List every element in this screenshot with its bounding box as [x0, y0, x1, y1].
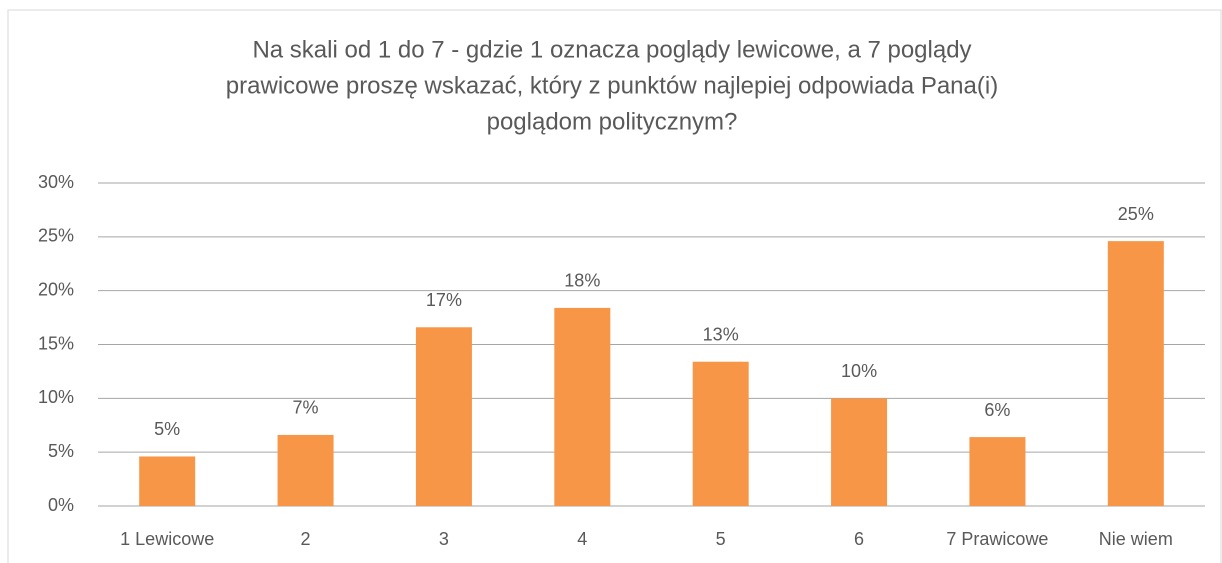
- y-tick-label: 30%: [38, 172, 74, 192]
- data-label: 18%: [564, 271, 600, 291]
- x-tick-label: 4: [577, 529, 587, 549]
- y-tick-label: 20%: [38, 279, 74, 299]
- bar: [139, 456, 196, 506]
- chart-title: Na skali od 1 do 7 - gdzie 1 oznacza pog…: [252, 36, 971, 63]
- data-label: 7%: [293, 398, 319, 418]
- y-tick-label: 25%: [38, 226, 74, 246]
- chart-title: poglądom politycznym?: [487, 108, 738, 135]
- y-tick-label: 10%: [38, 387, 74, 407]
- bar: [692, 361, 749, 506]
- data-label: 6%: [984, 400, 1010, 420]
- bar: [831, 398, 888, 506]
- bar: [415, 327, 472, 506]
- data-label: 5%: [154, 419, 180, 439]
- data-label: 13%: [703, 324, 739, 344]
- data-label: 17%: [426, 290, 462, 310]
- x-tick-label: 6: [854, 529, 864, 549]
- y-tick-label: 0%: [48, 495, 74, 515]
- data-label: 10%: [841, 361, 877, 381]
- chart-frame: [7, 9, 1222, 563]
- y-tick-label: 15%: [38, 333, 74, 353]
- x-tick-label: 1 Lewicowe: [120, 529, 214, 549]
- x-tick-label: Nie wiem: [1099, 529, 1173, 549]
- x-tick-label: 7 Prawicowe: [946, 529, 1048, 549]
- bar: [554, 307, 611, 506]
- bar: [969, 437, 1026, 506]
- x-tick-label: 3: [439, 529, 449, 549]
- x-tick-label: 2: [301, 529, 311, 549]
- chart-title: prawicowe proszę wskazać, który z punktó…: [226, 72, 998, 99]
- bar: [277, 434, 334, 506]
- data-label: 25%: [1118, 204, 1154, 224]
- bar: [1107, 241, 1164, 506]
- y-tick-label: 5%: [48, 441, 74, 461]
- x-tick-label: 5: [716, 529, 726, 549]
